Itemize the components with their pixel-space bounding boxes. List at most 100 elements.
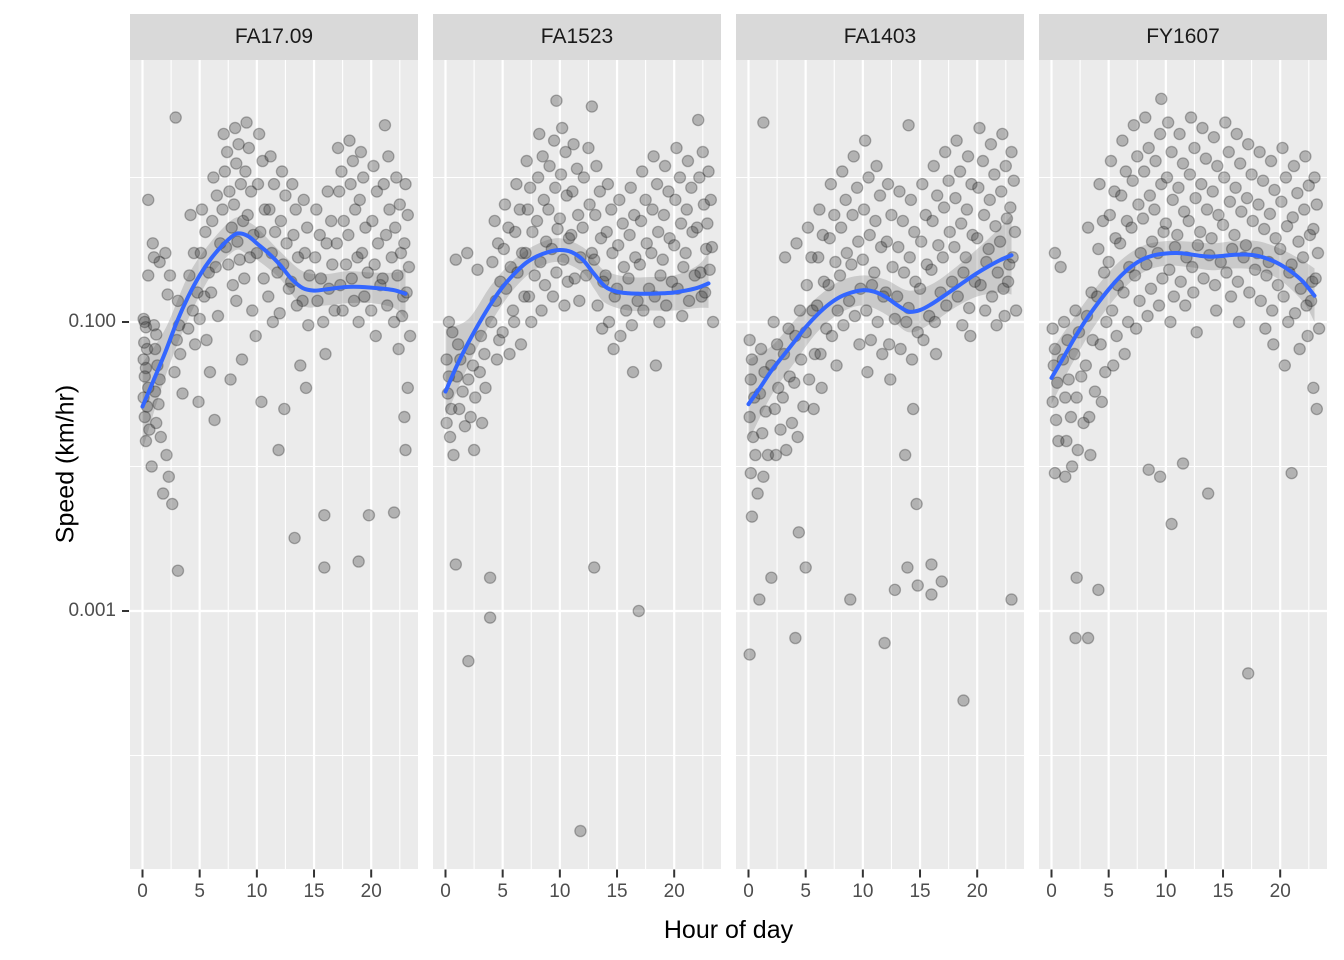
data-point: [1212, 208, 1225, 222]
data-point: [442, 315, 456, 329]
data-point: [1136, 212, 1150, 225]
data-point: [568, 272, 581, 285]
data-point: [535, 304, 548, 317]
data-point: [337, 214, 351, 228]
data-point: [627, 208, 641, 222]
data-point: [387, 315, 401, 329]
data-point: [778, 251, 792, 264]
data-point: [935, 575, 948, 588]
data-point: [287, 228, 300, 242]
data-point: [828, 208, 841, 222]
data-point: [169, 111, 182, 124]
data-point: [949, 191, 962, 205]
data-point: [675, 309, 689, 323]
data-point: [679, 246, 692, 260]
data-point: [478, 347, 491, 361]
data-point: [497, 242, 511, 256]
data-point: [864, 333, 878, 347]
data-point: [217, 127, 230, 141]
data-point: [848, 309, 862, 323]
data-point: [816, 228, 830, 242]
data-point: [1241, 667, 1255, 680]
data-point: [706, 315, 720, 329]
data-point: [681, 154, 695, 168]
data-point: [346, 154, 360, 168]
data-point: [467, 443, 481, 457]
data-point: [227, 198, 241, 211]
data-point: [770, 338, 784, 351]
data-point: [392, 342, 405, 356]
data-point: [757, 116, 770, 129]
data-point: [537, 193, 551, 207]
data-point: [343, 134, 356, 147]
data-point: [1263, 207, 1277, 221]
data-point: [1174, 275, 1187, 288]
data-point: [998, 309, 1011, 323]
data-point: [354, 145, 368, 159]
data-point: [141, 269, 155, 282]
x-tick-label: 15: [909, 881, 930, 902]
data-point: [440, 353, 453, 366]
data-point: [591, 299, 604, 312]
data-point: [1173, 127, 1186, 141]
data-point: [797, 400, 810, 413]
data-point: [1269, 231, 1282, 245]
data-point: [765, 571, 778, 584]
data-point: [542, 203, 555, 216]
data-point: [528, 269, 541, 282]
data-point: [1195, 177, 1208, 191]
data-point: [1070, 571, 1083, 584]
data-point: [577, 171, 591, 184]
data-point: [1092, 242, 1105, 256]
data-point: [380, 299, 394, 312]
data-point: [515, 246, 529, 260]
data-point: [888, 312, 902, 326]
data-point: [1153, 127, 1167, 141]
data-point: [1005, 145, 1018, 159]
data-point: [188, 338, 202, 351]
data-point: [1275, 195, 1288, 208]
data-point: [807, 402, 820, 416]
data-point: [1121, 315, 1135, 329]
data-point: [231, 235, 244, 248]
data-point: [503, 347, 516, 361]
data-point: [490, 353, 504, 366]
data-point: [1267, 338, 1280, 351]
data-point: [589, 208, 602, 222]
data-point: [379, 228, 393, 242]
panel-background: [433, 60, 721, 869]
data-point: [686, 225, 699, 239]
data-point: [1168, 240, 1182, 254]
data-point: [210, 189, 224, 202]
data-point: [1125, 221, 1138, 234]
data-point: [1243, 286, 1256, 299]
data-point: [1177, 205, 1191, 218]
x-tick-label: 10: [1155, 881, 1176, 902]
data-point: [1104, 154, 1118, 168]
data-point: [200, 333, 213, 347]
data-point: [1309, 272, 1322, 285]
data-point: [791, 430, 804, 444]
x-tick-label: 10: [549, 881, 570, 902]
data-point: [956, 318, 969, 332]
data-point: [812, 251, 825, 264]
data-point: [1049, 413, 1063, 427]
data-point: [769, 448, 783, 462]
data-point: [232, 137, 245, 151]
x-tick-label: 10: [246, 881, 267, 902]
data-point: [241, 208, 254, 222]
data-point: [184, 208, 197, 222]
data-point: [656, 253, 670, 266]
data-point: [1086, 333, 1099, 347]
data-point: [298, 246, 312, 260]
data-point: [978, 304, 992, 317]
data-point: [1129, 322, 1143, 335]
data-point: [498, 198, 512, 211]
data-point: [139, 361, 153, 375]
data-point: [244, 185, 258, 198]
data-point: [1307, 222, 1320, 236]
data-point: [335, 165, 348, 178]
data-point: [590, 159, 603, 173]
x-tick-label: 20: [967, 881, 988, 902]
data-point: [1252, 198, 1265, 211]
